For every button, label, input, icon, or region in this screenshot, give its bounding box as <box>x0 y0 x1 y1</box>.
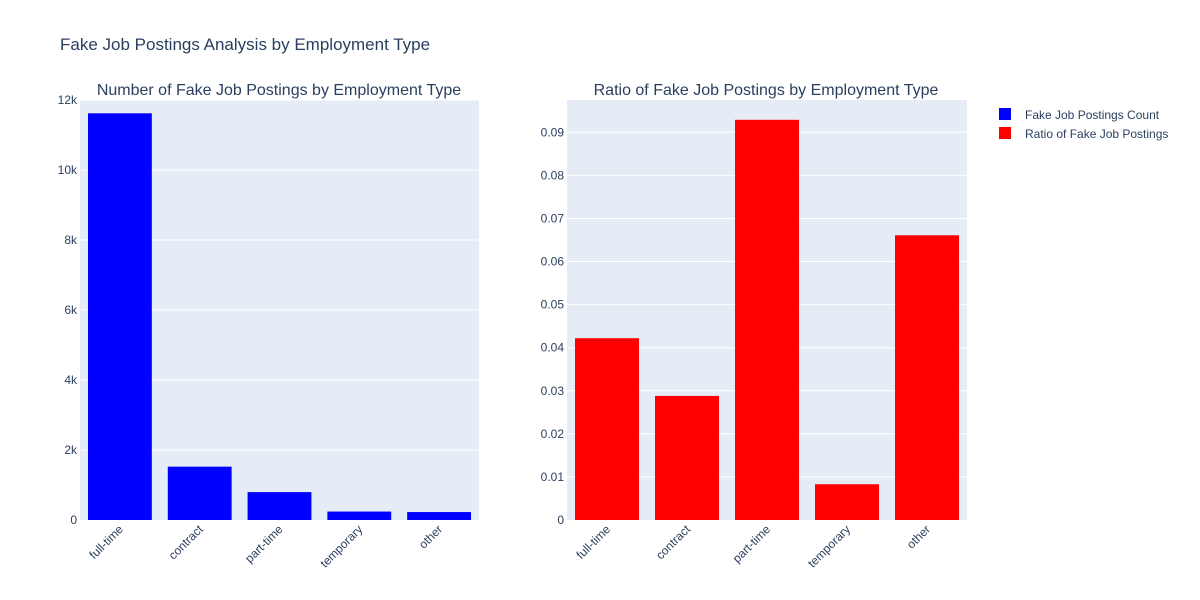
count-chart-x-tick-label: contract <box>166 522 207 563</box>
ratio-chart-x-tick-label: full-time <box>574 522 614 562</box>
ratio-chart-y-tick-label: 0.09 <box>541 125 565 139</box>
count-chart-title: Number of Fake Job Postings by Employmen… <box>97 82 461 99</box>
ratio-chart-y-tick-label: 0.03 <box>541 384 565 398</box>
count-chart-panel: 0 2k 4k 6k 8k 10k 12k full-time contract part-ti… <box>58 82 479 570</box>
ratio-chart-y-tick-label: 0.07 <box>541 211 565 225</box>
count-chart-bar-full-time[interactable] <box>87 113 152 521</box>
ratio-chart-y-tick-label: 0 <box>557 513 564 527</box>
count-chart-bar-other[interactable] <box>407 512 472 520</box>
figure-title: Fake Job Postings Analysis by Employment… <box>60 35 430 54</box>
count-chart-y-tick-label: 10k <box>58 163 78 177</box>
ratio-chart-bar-full-time[interactable] <box>575 338 639 520</box>
ratio-chart-y-tick-label: 0.08 <box>541 168 565 182</box>
count-chart-x-tick-label: part-time <box>242 522 286 566</box>
legend-item-ratio[interactable]: Ratio of Fake Job Postings <box>999 127 1168 141</box>
ratio-chart-x-tick-label: part-time <box>730 522 774 566</box>
count-chart-y-tick-label: 0 <box>70 513 77 527</box>
legend-item-count[interactable]: Fake Job Postings Count <box>999 108 1160 122</box>
count-chart-y-tick-label: 2k <box>64 443 78 457</box>
ratio-chart-x-tick-label: other <box>904 522 933 551</box>
ratio-chart-bar-temporary[interactable] <box>815 484 879 520</box>
ratio-chart-y-ticks: 0 0.01 0.02 0.03 0.04 0.05 0.06 0.07 0.08 0.09 <box>541 125 565 527</box>
ratio-chart-bar-contract[interactable] <box>655 395 719 520</box>
legend-swatch-ratio <box>999 127 1011 139</box>
ratio-chart-title: Ratio of Fake Job Postings by Employment… <box>594 82 939 99</box>
count-chart-x-tick-label: other <box>416 522 445 551</box>
count-chart-bar-part-time[interactable] <box>247 492 312 520</box>
count-chart-y-ticks: 0 2k 4k 6k 8k 10k 12k <box>58 93 78 527</box>
ratio-chart-bars <box>575 119 959 521</box>
count-chart-x-tick-label: temporary <box>317 522 365 570</box>
count-chart-bars <box>87 113 472 521</box>
legend-label-count: Fake Job Postings Count <box>1025 108 1160 122</box>
ratio-chart-y-tick-label: 0.04 <box>541 341 565 355</box>
legend-label-ratio: Ratio of Fake Job Postings <box>1025 127 1168 141</box>
ratio-chart-y-tick-label: 0.02 <box>541 427 565 441</box>
ratio-chart-x-tick-label: contract <box>653 522 694 563</box>
ratio-chart-y-tick-label: 0.06 <box>541 255 565 269</box>
ratio-chart-y-tick-label: 0.05 <box>541 298 565 312</box>
ratio-chart-x-tick-label: temporary <box>805 522 853 570</box>
ratio-chart-x-ticks: full-time contract part-time temporary other <box>574 522 934 571</box>
count-chart-bar-contract[interactable] <box>167 466 232 520</box>
count-chart-x-tick-label: full-time <box>86 522 126 562</box>
count-chart-y-tick-label: 4k <box>64 373 78 387</box>
legend-swatch-count <box>999 108 1011 120</box>
count-chart-y-tick-label: 6k <box>64 303 78 317</box>
ratio-chart-bar-other[interactable] <box>895 235 959 520</box>
count-chart-bar-temporary[interactable] <box>327 511 392 520</box>
count-chart-x-ticks: full-time contract part-time temporary other <box>86 522 445 571</box>
count-chart-y-tick-label: 8k <box>64 233 78 247</box>
ratio-chart-y-tick-label: 0.01 <box>541 470 565 484</box>
count-chart-y-tick-label: 12k <box>58 93 78 107</box>
ratio-chart-panel: 0 0.01 0.02 0.03 0.04 0.05 0.06 0.07 0.08 0.09 fu… <box>541 82 967 570</box>
ratio-chart-bar-part-time[interactable] <box>735 119 799 521</box>
legend: Fake Job Postings Count Ratio of Fake Jo… <box>999 108 1168 141</box>
